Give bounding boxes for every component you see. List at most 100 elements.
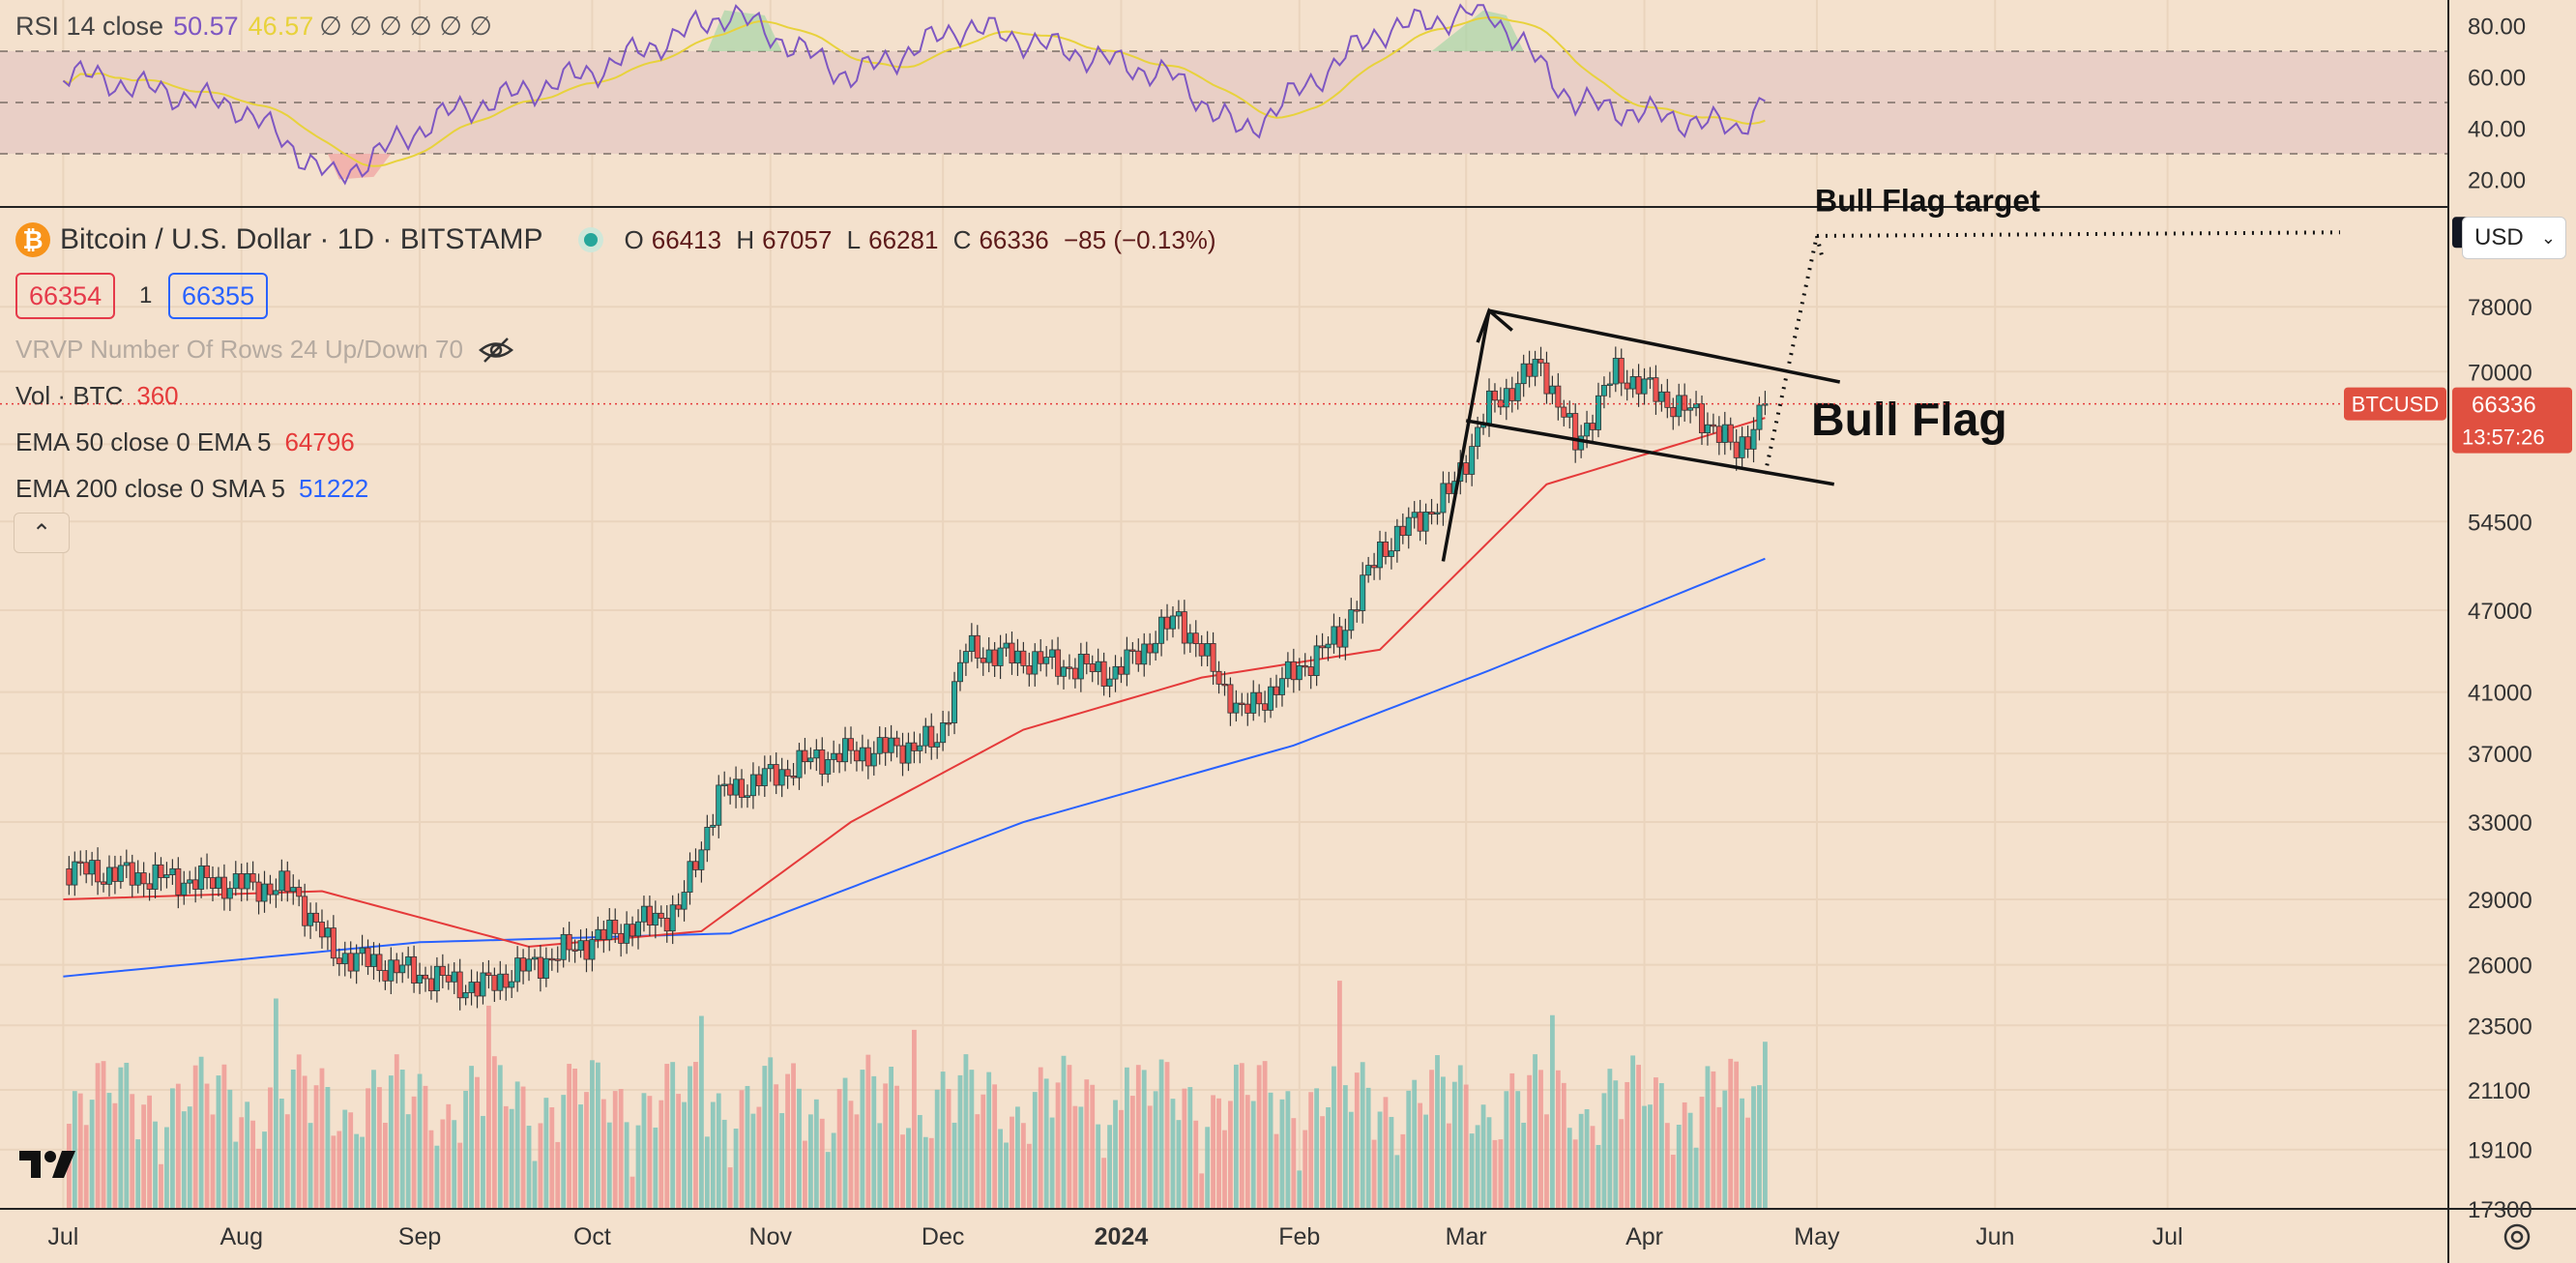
buy-button[interactable]: 66355 xyxy=(168,273,269,319)
collapse-legend-button[interactable]: ⌃ xyxy=(14,513,70,553)
market-status-icon[interactable] xyxy=(577,227,603,252)
volume-bar xyxy=(1469,1133,1475,1209)
candle xyxy=(905,732,912,772)
volume-bar xyxy=(1285,1091,1291,1209)
volume-bar xyxy=(1239,1063,1244,1209)
candle xyxy=(1244,692,1251,726)
candle-body xyxy=(704,827,711,851)
candle-body xyxy=(1612,358,1619,385)
chevron-up-icon: ⌃ xyxy=(31,519,52,546)
ema200-legend[interactable]: EMA 200 close 0 SMA 5 51222 xyxy=(15,474,368,504)
candle xyxy=(1049,639,1056,669)
candle-body xyxy=(848,738,855,751)
volume-bar xyxy=(934,1089,940,1209)
time-axis-label: May xyxy=(1794,1223,1840,1250)
volume-bar xyxy=(371,1070,376,1209)
candle-body xyxy=(1664,391,1671,408)
candle xyxy=(226,881,233,912)
candle xyxy=(1491,383,1498,413)
candle-body xyxy=(422,974,428,980)
volume-bar xyxy=(791,1063,796,1209)
volume-bar xyxy=(417,1073,423,1209)
candle xyxy=(520,949,527,984)
candle xyxy=(773,752,779,795)
volume-bar xyxy=(153,1121,158,1209)
candle xyxy=(1192,620,1199,658)
volume-bar xyxy=(584,1092,589,1209)
candle-body xyxy=(624,924,630,944)
candle xyxy=(1129,641,1136,664)
hidden-eye-icon[interactable] xyxy=(477,336,515,365)
candle xyxy=(359,934,366,966)
volume-bar xyxy=(1061,1055,1067,1209)
candle-body xyxy=(928,725,935,748)
candle xyxy=(445,963,452,990)
candle xyxy=(1526,350,1533,388)
volume-bar xyxy=(1314,1088,1320,1209)
candle xyxy=(417,962,424,994)
volume-bar xyxy=(1090,1084,1096,1209)
candle xyxy=(72,851,78,896)
candle-body xyxy=(1250,691,1257,714)
candle xyxy=(1360,562,1366,624)
symbol-title[interactable]: Bitcoin / U.S. Dollar · 1D · BITSTAMP xyxy=(60,223,543,255)
volume-bar xyxy=(1595,1144,1601,1209)
volume-bar xyxy=(1228,1101,1233,1209)
volume-bar xyxy=(1441,1076,1446,1209)
price-candles xyxy=(66,346,1769,1011)
volume-bar xyxy=(1004,1142,1009,1209)
volume-legend[interactable]: Vol · BTC 360 xyxy=(15,381,179,411)
volume-bar xyxy=(1389,1116,1394,1209)
price-tick-label: 23500 xyxy=(2468,1013,2532,1040)
candle-body xyxy=(807,757,814,763)
sell-button[interactable]: 66354 xyxy=(15,273,116,319)
ema50-legend[interactable]: EMA 50 close 0 EMA 5 64796 xyxy=(15,427,355,457)
currency-select[interactable]: USD ⌄ xyxy=(2462,217,2566,259)
candle xyxy=(181,870,188,905)
target-projection-line xyxy=(1763,235,1819,475)
candle-body xyxy=(744,795,750,798)
candle xyxy=(635,909,642,950)
volume-bar xyxy=(1279,1099,1285,1209)
candle xyxy=(1572,403,1579,463)
volume-bar xyxy=(928,1137,934,1209)
candle-body xyxy=(1549,385,1556,395)
volume-bar xyxy=(274,998,278,1209)
volume-bar xyxy=(1129,1096,1135,1209)
ema200-line xyxy=(63,557,1766,978)
candle-body xyxy=(1676,395,1683,418)
bull-flag-target-label: Bull Flag target xyxy=(1815,183,2040,218)
volume-bar xyxy=(785,1073,790,1209)
candle xyxy=(704,814,711,863)
candle-body xyxy=(376,954,383,971)
candle xyxy=(1537,346,1544,377)
candle-body xyxy=(1600,385,1607,397)
candle-body xyxy=(1555,385,1562,408)
candle xyxy=(749,762,756,809)
volume-bar xyxy=(1533,1054,1537,1209)
tradingview-logo[interactable] xyxy=(17,1147,81,1191)
volume-bar xyxy=(1291,1118,1297,1209)
volume-bar xyxy=(1572,1139,1578,1209)
volume-bar xyxy=(1101,1158,1107,1209)
candle xyxy=(669,895,676,945)
volume-bar xyxy=(394,1054,399,1209)
settings-gear-icon[interactable] xyxy=(2503,1223,2531,1250)
volume-bar xyxy=(72,1091,77,1209)
candle xyxy=(175,857,182,909)
candle xyxy=(255,873,262,915)
volume-bar xyxy=(762,1066,768,1209)
rsi-legend[interactable]: RSI 14 close 50.57 46.57 ∅ ∅ ∅ ∅ ∅ ∅ xyxy=(15,12,492,42)
volume-bar xyxy=(1125,1067,1129,1209)
chevron-down-icon: ⌄ xyxy=(2540,227,2556,248)
candle-body xyxy=(1038,651,1044,664)
vrvp-legend[interactable]: VRVP Number Of Rows 24 Up/Down 70 xyxy=(15,335,515,365)
candle-body xyxy=(417,974,424,984)
candle xyxy=(663,905,670,943)
volume-bar xyxy=(543,1098,549,1209)
candle xyxy=(842,726,849,772)
volume-bar xyxy=(1332,1066,1336,1209)
candle-body xyxy=(284,870,291,893)
volume-bar xyxy=(1262,1061,1268,1209)
